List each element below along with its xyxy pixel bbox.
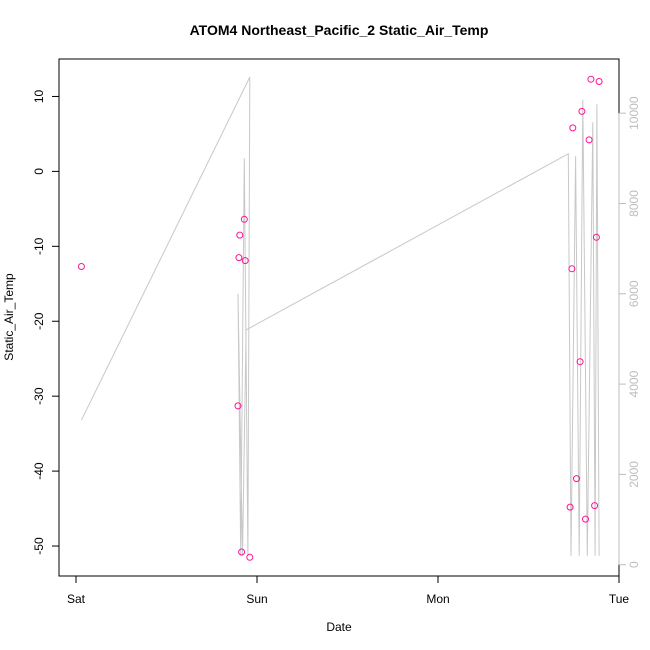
y2-tick-label: 0 [627,561,641,568]
y2-axis: 0 2000 4000 6000 8000 10000 [618,96,641,568]
data-point [569,124,577,132]
data-point [573,475,580,483]
data-point [236,231,244,239]
plot-area [58,58,620,577]
data-point [587,75,595,83]
y-tick-label: -50 [32,537,46,555]
data-point [582,515,589,523]
data-point [77,263,85,270]
x-axis: Sat Sun Mon Tue [67,575,630,606]
x-tick-label: Sun [246,592,267,606]
y-tick-label: -20 [32,312,46,330]
chart-title: ATOM4 Northeast_Pacific_2 Static_Air_Tem… [190,22,489,38]
series-line [80,76,600,556]
data-point [568,265,576,273]
data-point [240,215,248,223]
data-point [595,78,603,85]
y-tick-label: -30 [32,387,46,405]
x-tick-label: Mon [426,592,449,606]
y-axis-label: Static_Air_Temp [2,273,16,361]
x-tick-label: Sat [67,592,86,606]
series-line-group [80,76,600,556]
data-point [592,233,600,241]
data-point [235,254,243,262]
data-point [591,502,599,510]
data-point [576,358,584,366]
y-tick-label: -40 [32,462,46,480]
data-point [566,503,574,511]
y2-tick-label: 8000 [627,190,641,217]
x-axis-label: Date [326,620,352,634]
y-tick-label: 0 [32,168,46,175]
data-point [585,136,593,144]
data-point [234,402,242,410]
points-group [77,75,603,561]
data-point [246,553,254,561]
y2-tick-label: 2000 [627,461,641,488]
y-tick-label: -10 [32,237,46,255]
data-point [238,548,246,556]
y-tick-label: 10 [32,89,46,103]
data-point [578,107,586,115]
data-point [241,257,249,265]
y2-tick-label: 4000 [627,370,641,397]
y2-tick-label: 6000 [627,280,641,307]
y-axis: 10 0 -10 -20 -30 -40 -50 [32,89,60,555]
y2-tick-label: 10000 [627,96,641,130]
x-tick-label: Tue [609,592,630,606]
